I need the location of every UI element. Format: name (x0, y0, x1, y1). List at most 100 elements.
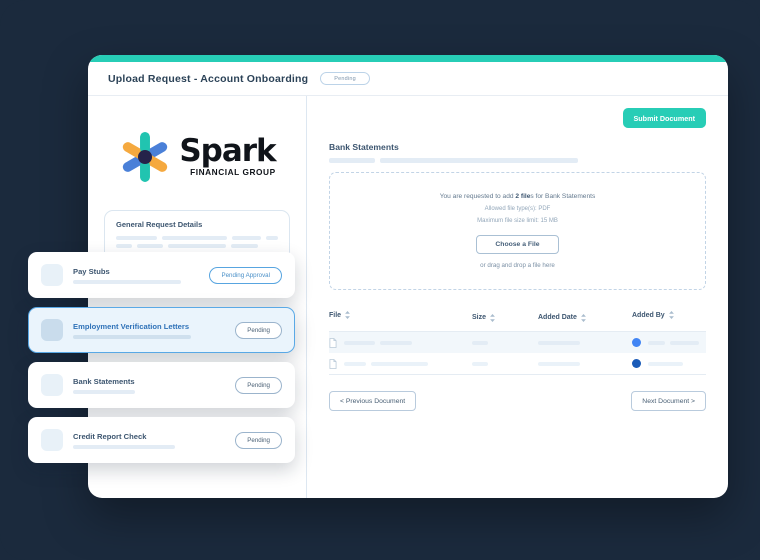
status-badge: Pending Approval (209, 266, 282, 284)
list-item-label: Credit Report Check (73, 431, 147, 441)
sort-chevrons-icon[interactable] (490, 313, 495, 322)
skeleton-bar (472, 361, 488, 366)
cell-added-by (632, 359, 706, 368)
column-header-file[interactable]: File (329, 311, 472, 319)
drag-drop-hint: or drag and drop a file here (480, 262, 555, 269)
skeleton-bar (231, 244, 258, 248)
previous-document-button[interactable]: < Previous Document (329, 391, 417, 411)
cell-added-date (538, 340, 632, 345)
skeleton-bar (670, 340, 699, 345)
skeleton-bar (265, 236, 278, 240)
cell-size (472, 361, 538, 366)
dropzone-request-suffix: s for Bank Statements (530, 193, 596, 200)
skeleton-row (116, 244, 278, 248)
spark-asterisk-logo-icon (123, 132, 168, 182)
submit-document-button[interactable]: Submit Document (622, 108, 706, 128)
file-dropzone[interactable]: You are requested to add 2 files for Ban… (329, 172, 706, 290)
header-status-badge: Pending (320, 72, 370, 85)
list-item-label: Pay Stubs (73, 266, 110, 276)
list-item[interactable]: Employment Verification Letters Pending (28, 307, 295, 353)
next-document-button[interactable]: Next Document > (631, 391, 706, 411)
file-table: File Size Added Date Added By (329, 306, 706, 375)
avatar (632, 359, 641, 368)
sort-chevrons-icon[interactable] (345, 311, 350, 319)
column-label-added-by: Added By (632, 311, 665, 319)
document-thumbnail (41, 264, 63, 286)
dropzone-request-prefix: You are requested to add (439, 193, 516, 200)
document-thumbnail (41, 374, 63, 396)
table-header-row: File Size Added Date Added By (329, 306, 706, 332)
skeleton-bar (380, 158, 578, 163)
skeleton-bar (231, 236, 261, 240)
column-header-added-by[interactable]: Added By (632, 311, 706, 319)
app-body: Spark FINANCIAL GROUP General Request De… (88, 96, 728, 498)
skeleton-bar (538, 361, 580, 366)
top-accent-bar (88, 55, 728, 62)
skeleton-bar (162, 236, 227, 240)
skeleton-bar (344, 340, 375, 345)
list-item-content: Employment Verification Letters (73, 322, 235, 339)
list-item[interactable]: Pay Stubs Pending Approval (28, 252, 295, 298)
skeleton-bar (380, 340, 412, 345)
skeleton-bar (538, 340, 580, 345)
cell-size (472, 340, 538, 345)
sort-chevrons-icon[interactable] (581, 313, 586, 322)
list-item-label: Employment Verification Letters (73, 321, 190, 331)
column-label-added-date: Added Date (538, 314, 577, 321)
cell-file (329, 337, 472, 348)
document-navigation: < Previous Document Next Document > (329, 391, 706, 411)
column-header-added-date[interactable]: Added Date (538, 306, 632, 324)
skeleton-bar (116, 244, 132, 248)
skeleton-row (116, 236, 278, 240)
list-item-content: Bank Statements (73, 377, 235, 394)
skeleton-bar (329, 158, 375, 163)
dropzone-request-count: 2 file (515, 193, 531, 200)
cell-file (329, 358, 472, 369)
list-item[interactable]: Credit Report Check Pending (28, 417, 295, 463)
general-request-details-title: General Request Details (116, 220, 203, 229)
cell-added-date (538, 361, 632, 366)
skeleton-bar (472, 340, 488, 345)
skeleton-row (329, 158, 706, 163)
skeleton-bar (371, 361, 428, 366)
brand-logo: Spark FINANCIAL GROUP (104, 130, 290, 184)
skeleton-bar (168, 244, 226, 248)
status-badge: Pending (235, 321, 282, 339)
sort-chevrons-icon[interactable] (668, 311, 674, 319)
section-title: Bank Statements (329, 142, 399, 152)
document-icon (329, 358, 337, 369)
table-row[interactable] (329, 353, 706, 375)
submit-row: Submit Document (329, 108, 706, 128)
skeleton-bar (73, 279, 181, 284)
document-icon (329, 337, 337, 348)
table-row[interactable] (329, 332, 706, 353)
brand-text: Spark FINANCIAL GROUP (179, 133, 276, 177)
skeleton-bar (73, 334, 191, 339)
document-thumbnail (41, 429, 63, 451)
choose-a-file-button[interactable]: Choose a File (476, 235, 559, 254)
column-label-size: Size (472, 314, 487, 321)
list-item-content: Pay Stubs (73, 267, 209, 284)
skeleton-bar (648, 361, 683, 366)
avatar (632, 338, 641, 347)
skeleton-bar (73, 444, 175, 449)
brand-tagline: FINANCIAL GROUP (190, 166, 276, 177)
list-item-content: Credit Report Check (73, 432, 235, 449)
main-pane: Submit Document Bank Statements You are … (307, 96, 728, 498)
list-item-label: Bank Statements (73, 376, 135, 386)
column-header-size[interactable]: Size (472, 306, 538, 324)
app-header: Upload Request - Account Onboarding Pend… (88, 62, 728, 96)
cell-added-by (632, 338, 706, 347)
skeleton-bar (116, 236, 158, 240)
brand-name: Spark (179, 133, 276, 170)
document-thumbnail (41, 319, 63, 341)
column-label-file: File (329, 311, 342, 319)
page-title: Upload Request - Account Onboarding (108, 72, 309, 85)
status-badge: Pending (235, 376, 282, 394)
skeleton-bar (344, 361, 366, 366)
list-item[interactable]: Bank Statements Pending (28, 362, 295, 408)
skeleton-bar (137, 244, 163, 248)
requested-documents-list: Pay Stubs Pending Approval Employment Ve… (28, 252, 295, 463)
skeleton-bar (73, 389, 135, 394)
